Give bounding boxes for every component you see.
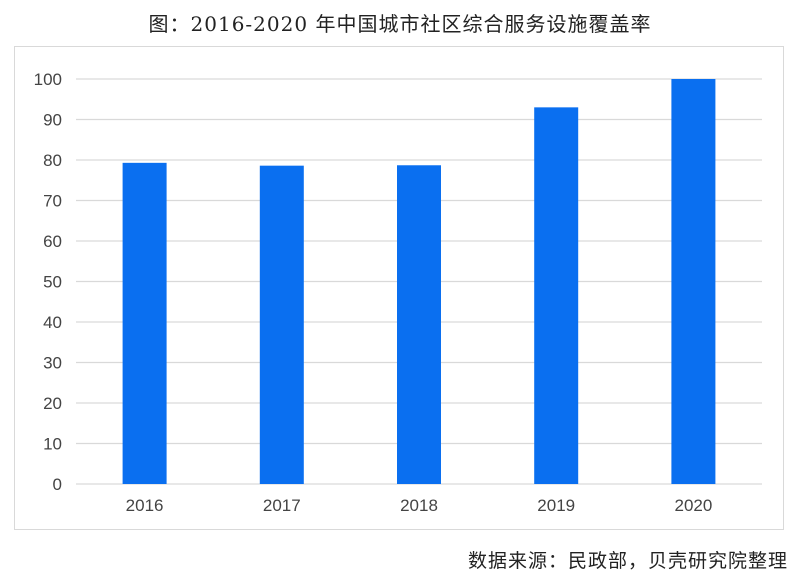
y-tick-label: 90	[43, 111, 62, 130]
bar	[397, 165, 441, 484]
y-tick-label: 40	[43, 313, 62, 332]
chart-title: 图：2016-2020 年中国城市社区综合服务设施覆盖率	[148, 12, 652, 36]
y-tick-label: 100	[34, 70, 62, 89]
y-tick-label: 10	[43, 435, 62, 454]
bar	[259, 165, 304, 485]
bar	[122, 162, 167, 484]
y-tick-label: 20	[43, 394, 62, 413]
bar	[671, 79, 716, 484]
x-tick-label: 2020	[674, 496, 712, 515]
y-tick-label: 30	[43, 354, 62, 373]
x-tick-label: 2017	[263, 496, 301, 515]
x-tick-label: 2018	[400, 496, 438, 515]
bar	[534, 107, 579, 484]
y-tick-label: 0	[53, 475, 62, 494]
y-tick-label: 80	[43, 151, 62, 170]
y-tick-label: 50	[43, 273, 62, 292]
y-tick-label: 60	[43, 232, 62, 251]
source-note: 数据来源：民政部，贝壳研究院整理	[467, 550, 788, 572]
x-tick-label: 2019	[537, 496, 575, 515]
x-tick-label: 2016	[126, 496, 164, 515]
y-tick-label: 70	[43, 192, 62, 211]
